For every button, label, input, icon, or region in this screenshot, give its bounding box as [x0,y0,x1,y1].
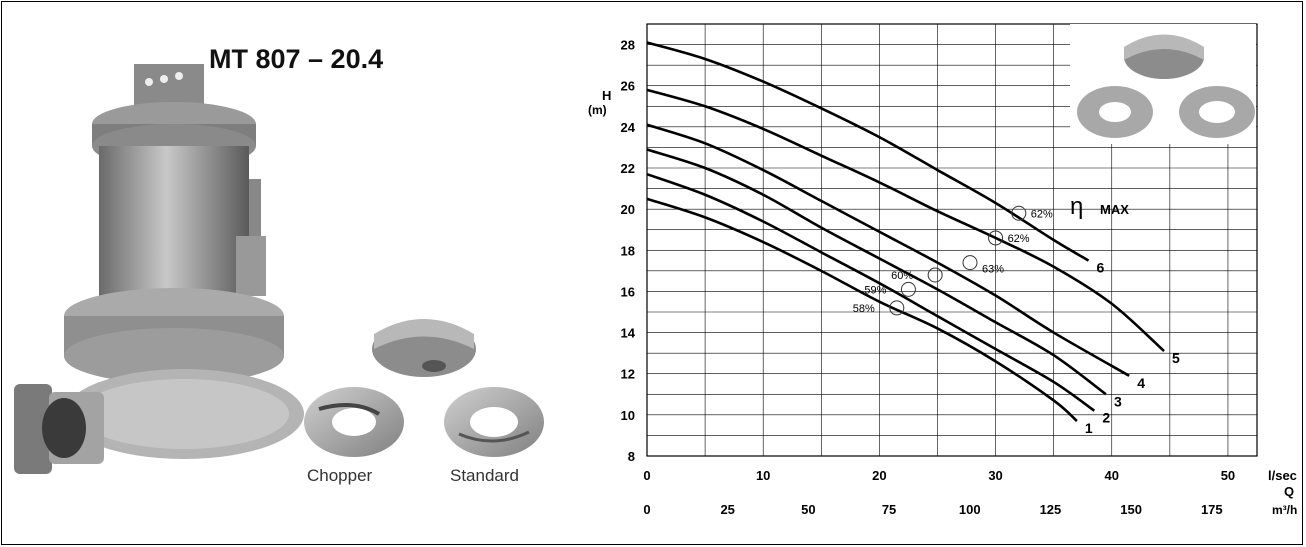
pump-image [14,64,304,474]
y-tick-label: 28 [621,38,635,53]
efficiency-points: 58% 59% 60% 63% 62% 62% [853,205,1053,316]
y-tick-label: 10 [621,408,635,423]
axis-labels: H (m) l/sec Q m³/h η MAX [588,88,1297,517]
x-tick-label-m3h: 175 [1201,502,1223,517]
x-tick-label-m3h: 50 [801,502,815,517]
plot-border [646,23,1258,457]
curve-label-3: 3 [1114,393,1122,409]
y-tick-label: 8 [628,449,635,464]
x-tick-label-lsec: 40 [1105,468,1119,483]
product-panel: MT 807 – 20.4 [4,4,604,544]
curve-label-4: 4 [1137,375,1145,391]
eta-max-label: MAX [1100,202,1129,217]
y-tick-label: 20 [621,202,635,217]
x-tick-label-lsec: 30 [988,468,1002,483]
curve-2 [646,172,1096,412]
efficiency-label: 60% [891,270,913,282]
efficiency-marker [962,255,978,271]
x-tick-label-m3h: 100 [959,502,981,517]
x-tick-label-m3h: 25 [720,502,734,517]
curve-1 [646,197,1078,423]
efficiency-marker [927,267,943,283]
efficiency-marker [988,230,1004,246]
y-tick-label: 26 [621,79,635,94]
impeller-standard-image [444,387,544,457]
curve-5 [646,88,1165,353]
standard-label: Standard [450,466,519,485]
y-tick-label: 24 [621,120,636,135]
efficiency-label: 62% [1008,233,1030,245]
x-axis-unit-lsec: l/sec [1268,468,1297,483]
y-tick-label: 16 [621,284,635,299]
curve-label-6: 6 [1097,260,1105,276]
y-tick-label: 18 [621,243,635,258]
curve-3 [646,148,1107,396]
impeller-chopper-image [304,387,404,457]
impeller-inset-image [1070,24,1256,144]
eta-symbol: η [1070,193,1083,220]
product-title: MT 807 – 20.4 [209,44,384,74]
x-tick-labels: 0 10 20 30 40 50 0 25 50 75 100 125 150 175 [643,468,1235,517]
y-axis-label: H [602,88,611,103]
chopper-label: Chopper [307,466,373,485]
impeller-top-image [372,319,476,377]
x-tick-label-m3h: 0 [643,502,650,517]
efficiency-label: 59% [864,284,886,296]
x-tick-label-m3h: 125 [1040,502,1062,517]
x-tick-label-m3h: 150 [1120,502,1142,517]
y-tick-labels: 8 10 12 14 16 18 20 22 24 26 28 [621,38,636,464]
y-tick-label: 12 [621,367,635,382]
efficiency-label: 58% [853,303,875,315]
curve-label-2: 2 [1102,410,1110,426]
efficiency-marker [889,300,905,316]
product-illustration [14,64,544,474]
efficiency-marker [900,281,916,297]
curve-label-1: 1 [1085,420,1093,436]
efficiency-label: 63% [982,264,1004,276]
x-tick-label-m3h: 75 [882,502,896,517]
x-tick-label-lsec: 10 [756,468,770,483]
y-tick-label: 14 [621,326,636,341]
y-tick-label: 22 [621,161,635,176]
curve-label-5: 5 [1172,350,1180,366]
x-axis-label-q: Q [1284,484,1294,499]
x-axis-unit-m3h: m³/h [1272,503,1297,517]
curve-6 [646,41,1090,262]
x-tick-label-lsec: 20 [872,468,886,483]
efficiency-marker [1011,205,1027,221]
y-axis-unit: (m) [588,103,607,117]
x-tick-label-lsec: 50 [1221,468,1235,483]
curve-4 [646,123,1130,377]
x-tick-label-lsec: 0 [643,468,650,483]
efficiency-label: 62% [1031,208,1053,220]
